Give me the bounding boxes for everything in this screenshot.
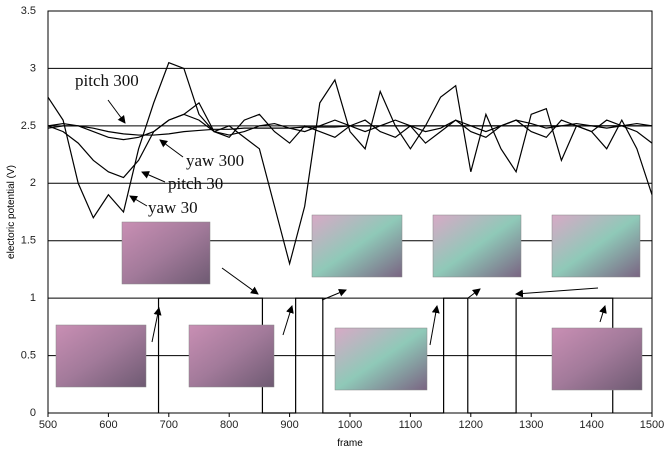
arrows [107, 99, 607, 346]
arrow [599, 305, 607, 323]
series-label: yaw 300 [186, 151, 244, 170]
x-tick-label: 1200 [459, 419, 483, 431]
photo [55, 324, 147, 388]
series-label: pitch 300 [75, 71, 139, 90]
arrow [282, 305, 294, 336]
y-tick-label: 0.5 [21, 349, 36, 361]
photo [551, 214, 641, 278]
x-tick-label: 1500 [640, 419, 664, 431]
photo [311, 214, 403, 278]
y-tick-label: 2.5 [21, 120, 36, 132]
x-tick-label: 700 [160, 419, 178, 431]
arrow [151, 307, 162, 343]
series-line [47, 61, 653, 267]
arrow [429, 305, 440, 346]
arrow [159, 139, 184, 158]
arrow [107, 99, 126, 124]
photo [432, 214, 522, 278]
x-tick-label: 1400 [579, 419, 603, 431]
series-label: pitch 30 [168, 174, 223, 193]
x-tick-label: 500 [39, 419, 57, 431]
plot: 0 0.5 1 1.5 2 2.5 3 3.5 500 600 700 800 900 1000 1100 1… [6, 5, 664, 449]
arrow [141, 171, 166, 183]
arrow [515, 287, 599, 298]
series-line [47, 101, 653, 179]
photo [551, 327, 643, 391]
series-line [47, 113, 653, 141]
x-axis-label: frame [337, 438, 363, 449]
x-tick-label: 800 [220, 419, 238, 431]
y-tick-label: 0 [30, 407, 36, 419]
y-tick-label: 3.5 [21, 5, 36, 17]
x-tick-label: 1300 [519, 419, 543, 431]
x-tick-label: 1000 [338, 419, 362, 431]
arrow [221, 267, 259, 295]
photos [55, 214, 643, 391]
y-tick-label: 2 [30, 177, 36, 189]
y-tick-label: 3 [30, 62, 36, 74]
photo [121, 221, 211, 285]
photo [334, 327, 428, 391]
y-axis-label: electoric potential (V) [6, 165, 17, 259]
x-tick-label: 1100 [399, 419, 423, 431]
series-label: yaw 30 [148, 198, 198, 217]
y-tick-label: 1 [30, 292, 36, 304]
photo [188, 324, 275, 388]
arrow [129, 195, 148, 207]
arrow [321, 289, 347, 301]
x-tick-label: 900 [280, 419, 298, 431]
y-tick-label: 1.5 [21, 235, 36, 247]
x-tick-label: 600 [99, 419, 117, 431]
arrow [467, 288, 481, 299]
